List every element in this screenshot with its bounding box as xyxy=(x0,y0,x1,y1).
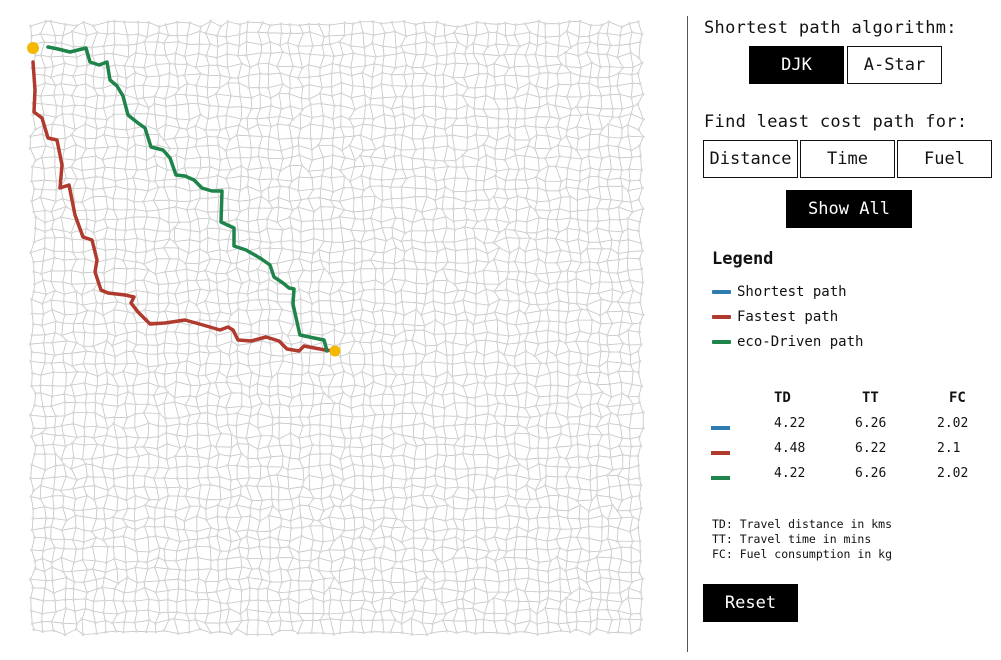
reset-button[interactable]: Reset xyxy=(703,584,798,622)
road-network-nodes xyxy=(28,19,645,637)
stats-fc-eco: 2.02 xyxy=(937,466,969,481)
fastest-path-line xyxy=(31,60,337,353)
a-star-button[interactable]: A-Star xyxy=(847,46,942,84)
djk-button[interactable]: DJK xyxy=(749,46,844,84)
road-network-map[interactable] xyxy=(0,0,680,660)
road-network-edges xyxy=(29,20,644,636)
stats-fc-shortest: 2.02 xyxy=(937,416,969,431)
legend-label-eco: eco-Driven path xyxy=(737,334,864,350)
stats-header-td: TD xyxy=(774,390,791,406)
legend-swatch-fastest xyxy=(712,315,731,319)
stats-td-eco: 4.22 xyxy=(774,466,806,481)
control-panel: Shortest path algorithm: DJK A-Star Find… xyxy=(703,16,994,656)
distance-button[interactable]: Distance xyxy=(703,140,798,178)
legend-item-eco: eco-Driven path xyxy=(712,332,863,352)
legend-swatch-shortest xyxy=(712,290,731,294)
stats-tt-fastest: 6.22 xyxy=(855,441,887,456)
legend-title: Legend xyxy=(712,249,774,269)
end-node-marker[interactable] xyxy=(329,345,341,357)
stats-fc-fastest: 2.1 xyxy=(937,441,961,456)
note-td: TD: Travel distance in kms xyxy=(712,517,893,531)
note-tt: TT: Travel time in mins xyxy=(712,532,872,546)
eco-driven-path-line xyxy=(46,45,329,353)
stats-header-fc: FC xyxy=(949,390,966,406)
legend-swatch-eco xyxy=(712,340,731,344)
legend-label-shortest: Shortest path xyxy=(737,284,847,300)
legend-item-fastest: Fastest path xyxy=(712,307,838,327)
stats-td-shortest: 4.22 xyxy=(774,416,806,431)
show-all-button[interactable]: Show All xyxy=(786,190,912,228)
stats-swatch-shortest xyxy=(711,426,730,430)
stats-swatch-eco xyxy=(711,476,730,480)
stats-swatch-fastest xyxy=(711,451,730,455)
legend-label-fastest: Fastest path xyxy=(737,309,839,325)
stats-tt-shortest: 6.26 xyxy=(855,416,887,431)
note-fc: FC: Fuel consumption in kg xyxy=(712,547,893,561)
panel-divider xyxy=(687,16,688,652)
algorithm-heading: Shortest path algorithm: xyxy=(704,18,957,38)
road-junctions xyxy=(28,19,645,637)
stats-td-fastest: 4.48 xyxy=(774,441,806,456)
cost-heading: Find least cost path for: xyxy=(704,112,968,132)
stats-tt-eco: 6.26 xyxy=(855,466,887,481)
fuel-button[interactable]: Fuel xyxy=(897,140,992,178)
stats-header-tt: TT xyxy=(862,390,879,406)
road-segments xyxy=(29,20,644,636)
legend-item-shortest: Shortest path xyxy=(712,282,847,302)
time-button[interactable]: Time xyxy=(800,140,895,178)
start-node-marker[interactable] xyxy=(27,42,39,54)
